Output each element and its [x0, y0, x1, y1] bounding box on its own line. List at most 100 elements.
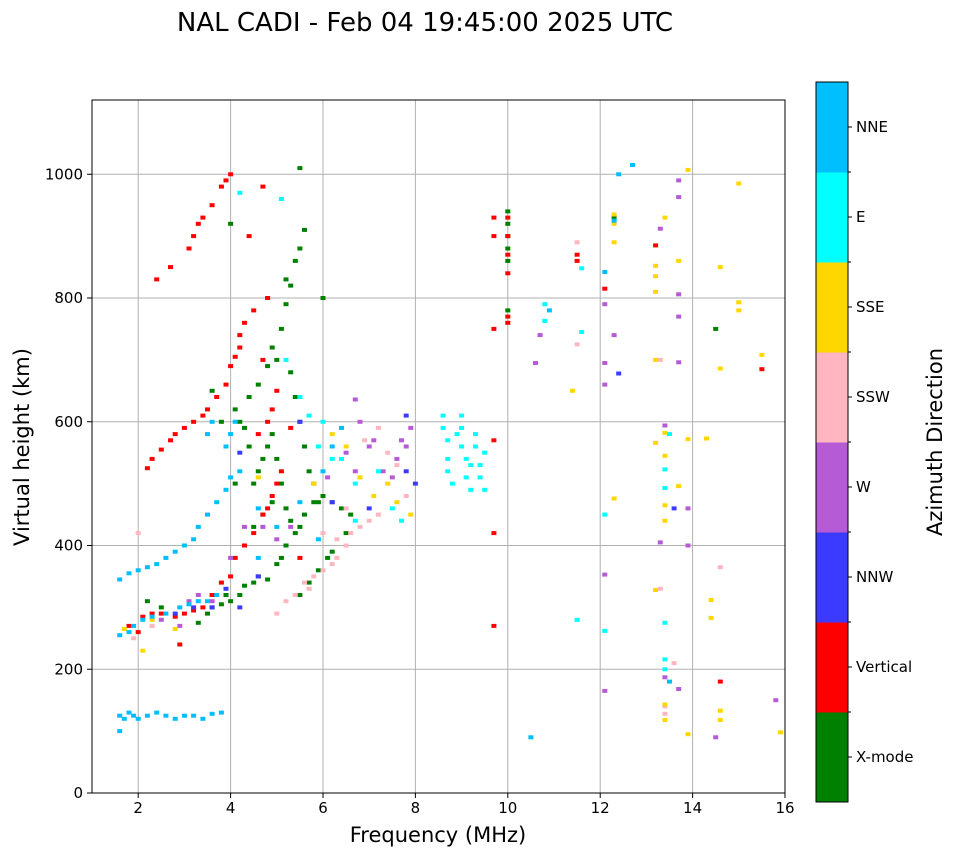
- data-point-w: [177, 623, 183, 628]
- data-point-x-mode: [265, 364, 271, 369]
- data-point-sse: [329, 432, 335, 437]
- data-point-x-mode: [274, 562, 280, 567]
- colorbar-label: Azimuth Direction: [923, 348, 947, 536]
- data-point-vertical: [140, 614, 146, 619]
- data-point-x-mode: [320, 296, 326, 300]
- data-point-vertical: [491, 438, 497, 443]
- plot-frame: [91, 99, 786, 794]
- data-point-vertical: [209, 203, 215, 208]
- data-point-sse: [736, 181, 742, 186]
- data-point-x-mode: [297, 524, 303, 529]
- colorbar-category-label: SSE: [856, 298, 885, 316]
- data-point-sse: [704, 436, 709, 441]
- data-point-x-mode: [292, 395, 298, 399]
- data-point-vertical: [491, 326, 497, 331]
- data-point-sse: [653, 263, 659, 268]
- data-point-nne: [172, 716, 178, 721]
- data-point-x-mode: [283, 302, 289, 307]
- data-point-nne: [209, 419, 215, 424]
- data-point-x-mode: [260, 456, 266, 461]
- data-point-nnw: [237, 450, 243, 455]
- data-point-nne: [117, 729, 123, 734]
- data-point-x-mode: [302, 227, 307, 232]
- x-tick-label: 16: [775, 799, 794, 817]
- data-point-vertical: [269, 407, 275, 412]
- data-point-vertical: [172, 614, 178, 619]
- data-point-e: [477, 463, 483, 468]
- data-point-x-mode: [265, 577, 271, 582]
- data-point-x-mode: [288, 283, 294, 288]
- data-point-ssw: [149, 623, 155, 628]
- data-point-e: [482, 487, 488, 492]
- data-point-ssw: [292, 593, 298, 597]
- data-point-nnw: [172, 611, 178, 616]
- data-point-sse: [611, 240, 617, 245]
- data-point-sse: [662, 430, 668, 435]
- data-point-vertical: [168, 265, 173, 270]
- data-point-x-mode: [302, 444, 307, 449]
- data-point-vertical: [218, 184, 224, 189]
- data-point-nne: [237, 469, 243, 474]
- data-point-vertical: [214, 395, 220, 399]
- data-point-sse: [385, 481, 391, 486]
- data-point-vertical: [218, 580, 224, 585]
- data-point-sse: [653, 440, 659, 445]
- data-point-nne: [131, 713, 137, 718]
- data-point-e: [352, 481, 358, 486]
- colorbar: X-mode Vertical NNW W SSW SSE E NNE: [815, 81, 913, 803]
- data-point-vertical: [288, 425, 294, 430]
- data-point-w: [537, 333, 543, 338]
- data-point-x-mode: [278, 481, 284, 486]
- data-point-e: [662, 657, 668, 662]
- data-point-x-mode: [144, 599, 150, 604]
- colorbar-segment: [816, 622, 848, 713]
- data-point-sse: [685, 167, 691, 172]
- data-point-vertical: [260, 357, 266, 362]
- colorbar-category-label: W: [856, 478, 871, 496]
- data-point-ssw: [343, 506, 349, 511]
- data-point-e: [297, 395, 303, 399]
- data-point-e: [542, 302, 548, 307]
- data-point-w: [676, 292, 682, 297]
- data-point-sse: [717, 265, 723, 270]
- data-point-sse: [676, 258, 682, 263]
- data-point-nne: [117, 577, 123, 582]
- data-point-w: [399, 438, 404, 443]
- x-tick-label: 2: [133, 799, 143, 817]
- data-point-sse: [611, 221, 617, 226]
- data-point-nne: [135, 568, 141, 573]
- data-point-x-mode: [297, 593, 303, 597]
- data-point-x-mode: [339, 506, 344, 511]
- data-point-nne: [214, 593, 220, 597]
- data-point-nne: [315, 537, 321, 542]
- data-point-w: [366, 444, 372, 449]
- data-point-vertical: [297, 555, 303, 560]
- data-point-e: [315, 444, 321, 449]
- data-point-nne: [205, 432, 210, 437]
- plot-area: [92, 100, 785, 793]
- data-point-nnw: [223, 586, 229, 591]
- data-point-w: [602, 302, 608, 307]
- data-point-sse: [570, 388, 575, 393]
- x-axis-label: Frequency (MHz): [350, 823, 526, 847]
- colorbar-frame: [815, 81, 849, 803]
- data-point-w: [676, 360, 682, 365]
- data-point-ssw: [135, 531, 141, 536]
- data-point-nnw: [403, 413, 409, 418]
- data-point-vertical: [149, 611, 155, 616]
- data-point-vertical: [246, 234, 252, 239]
- data-point-vertical: [505, 314, 511, 319]
- x-tick-label: 14: [683, 799, 702, 817]
- data-point-x-mode: [329, 549, 335, 554]
- data-point-w: [343, 450, 349, 455]
- data-point-x-mode: [218, 419, 224, 424]
- data-point-x-mode: [292, 531, 298, 536]
- data-point-sse: [736, 308, 742, 313]
- data-point-e: [602, 628, 608, 633]
- axis-ticks: 2 4 6 8 10 12 14 16 0 200 400 600 800 1000: [45, 165, 795, 817]
- y-tick-label: 0: [73, 784, 83, 802]
- data-point-x-mode: [297, 166, 303, 171]
- data-point-sse: [736, 300, 742, 305]
- data-point-nne: [144, 713, 150, 718]
